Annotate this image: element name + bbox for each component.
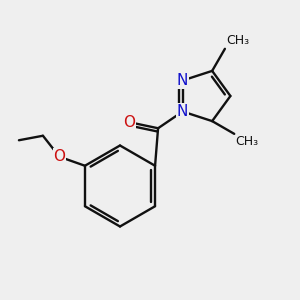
Text: N: N <box>177 73 188 88</box>
Text: CH₃: CH₃ <box>226 34 250 47</box>
Text: N: N <box>177 104 188 119</box>
Text: O: O <box>53 149 65 164</box>
Text: CH₃: CH₃ <box>236 135 259 148</box>
Text: O: O <box>124 115 136 130</box>
